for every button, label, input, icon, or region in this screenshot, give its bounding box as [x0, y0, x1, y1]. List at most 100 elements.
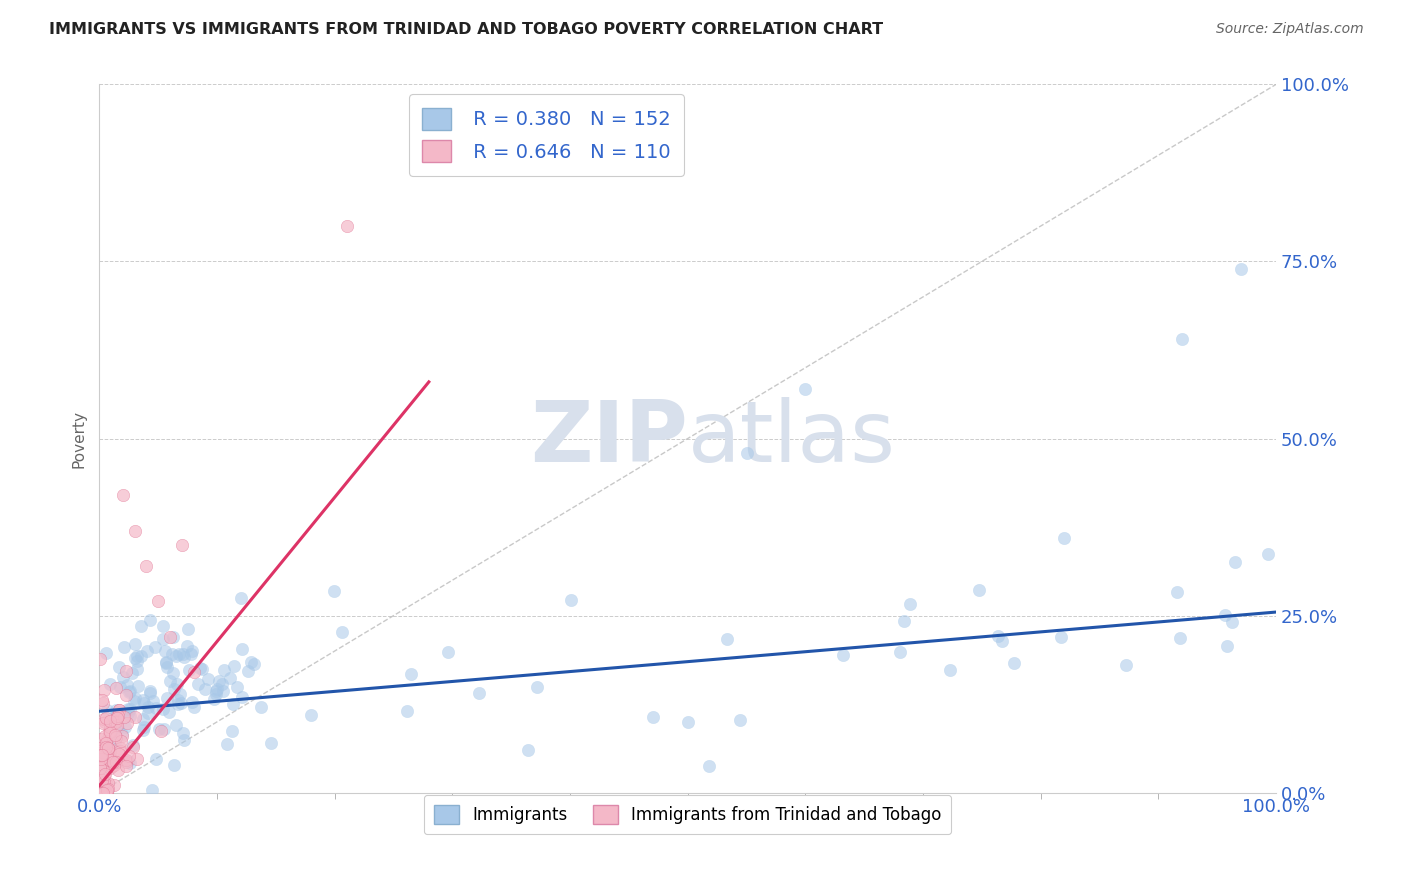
Point: [100, 742, 122, 756]
Point: [98, 725, 121, 739]
Point: [222, 659, 245, 673]
Point: [93, 715, 115, 730]
Point: [226, 680, 249, 694]
Point: [399, 666, 422, 681]
Point: [118, 709, 141, 723]
Point: [208, 674, 231, 689]
Point: [898, 597, 921, 611]
Point: [107, 763, 129, 777]
Point: [152, 618, 174, 632]
Point: [91, 739, 114, 754]
Point: [330, 624, 353, 639]
Point: [100, 754, 122, 768]
Point: [90, 740, 112, 755]
Point: [1168, 631, 1191, 645]
Point: [94, 786, 117, 800]
Point: [122, 694, 145, 708]
Point: [142, 694, 165, 708]
Point: [105, 730, 128, 744]
Point: [181, 695, 204, 709]
Point: [218, 671, 240, 685]
Point: [98, 746, 121, 760]
Point: [93, 743, 115, 757]
Point: [94, 767, 117, 781]
Point: [111, 488, 134, 502]
Point: [187, 676, 209, 690]
Point: [114, 755, 136, 769]
Point: [122, 739, 145, 753]
Point: [152, 632, 174, 646]
Point: [90, 756, 112, 770]
Point: [322, 584, 344, 599]
Point: [214, 663, 236, 677]
Point: [124, 690, 146, 705]
Point: [145, 701, 167, 715]
Point: [143, 640, 166, 654]
Point: [132, 712, 155, 726]
Point: [90, 756, 112, 771]
Point: [108, 703, 131, 717]
Point: [91, 745, 114, 759]
Point: [335, 219, 357, 233]
Point: [260, 736, 283, 750]
Point: [94, 746, 117, 760]
Point: [211, 677, 233, 691]
Point: [173, 649, 195, 664]
Point: [132, 719, 155, 733]
Point: [1171, 332, 1194, 346]
Point: [114, 688, 136, 702]
Point: [94, 777, 117, 791]
Point: [104, 715, 127, 730]
Point: [93, 712, 115, 726]
Point: [160, 647, 183, 661]
Point: [125, 648, 148, 663]
Point: [229, 591, 252, 606]
Point: [100, 677, 122, 691]
Point: [1229, 261, 1251, 276]
Point: [107, 709, 129, 723]
Point: [94, 739, 117, 754]
Text: atlas: atlas: [688, 397, 896, 480]
Point: [239, 655, 262, 669]
Point: [148, 722, 170, 736]
Point: [96, 736, 118, 750]
Point: [115, 759, 138, 773]
Point: [112, 640, 135, 655]
Point: [129, 648, 152, 663]
Point: [396, 704, 419, 718]
Text: ZIP: ZIP: [530, 397, 688, 480]
Point: [179, 663, 201, 677]
Point: [118, 702, 141, 716]
Point: [98, 720, 121, 734]
Point: [104, 735, 127, 749]
Point: [97, 728, 120, 742]
Point: [103, 779, 125, 793]
Point: [91, 746, 114, 760]
Point: [124, 637, 146, 651]
Point: [735, 446, 758, 460]
Point: [162, 665, 184, 680]
Point: [194, 682, 217, 697]
Point: [236, 664, 259, 678]
Point: [90, 731, 112, 746]
Point: [117, 706, 139, 721]
Point: [91, 693, 114, 707]
Point: [207, 682, 229, 697]
Point: [136, 700, 159, 714]
Point: [108, 744, 131, 758]
Point: [136, 706, 159, 721]
Point: [90, 786, 112, 800]
Y-axis label: Poverty: Poverty: [72, 409, 86, 467]
Point: [114, 720, 136, 734]
Point: [1222, 615, 1244, 630]
Text: Source: ZipAtlas.com: Source: ZipAtlas.com: [1216, 22, 1364, 37]
Point: [96, 741, 118, 756]
Point: [939, 664, 962, 678]
Point: [91, 747, 114, 762]
Point: [159, 673, 181, 688]
Point: [89, 761, 111, 775]
Point: [97, 741, 120, 756]
Point: [107, 721, 129, 735]
Point: [156, 660, 179, 674]
Point: [222, 698, 245, 712]
